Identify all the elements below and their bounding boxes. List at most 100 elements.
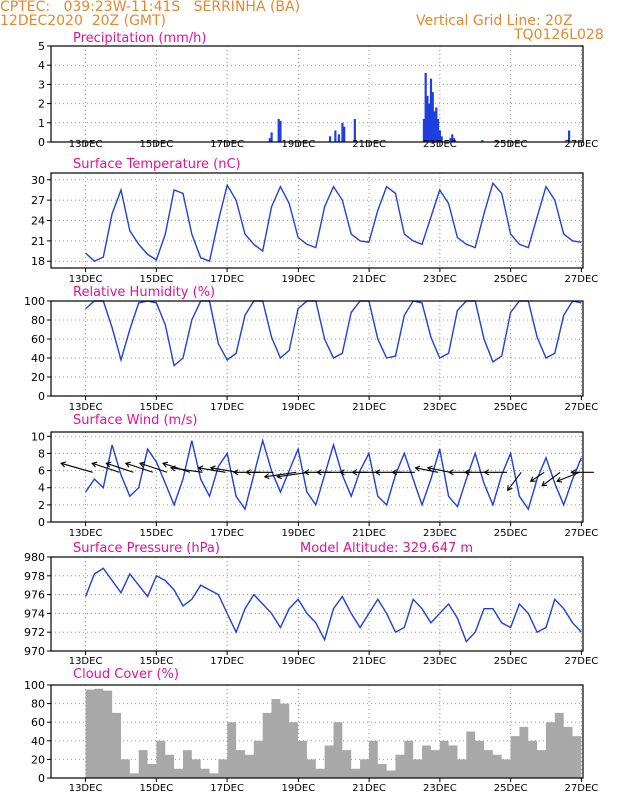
panel-frame (50, 431, 584, 523)
y-tick-label: 24 (31, 215, 45, 228)
y-tick-label: 60 (31, 333, 45, 346)
panel-frame (50, 45, 584, 143)
y-tick-label: 30 (31, 174, 45, 187)
panel-0 (47, 45, 584, 146)
series-line (85, 181, 582, 263)
panel-title: Surface Pressure (hPa) (73, 541, 220, 556)
precip-bar (328, 136, 332, 142)
precip-bar (424, 72, 427, 142)
x-tick-label: 27DEC (565, 783, 599, 794)
wind-vector-head (245, 469, 251, 476)
precip-bar (426, 95, 429, 142)
y-tick-label: 0 (38, 136, 45, 149)
y-tick-label: 970 (24, 645, 45, 658)
wind-vector-head (463, 469, 470, 476)
y-tick-label: 18 (31, 255, 45, 268)
precip-bar (451, 134, 454, 142)
precip-bar (435, 107, 438, 142)
precip-bar (341, 122, 344, 142)
precip-bar (429, 78, 433, 142)
series-line (85, 437, 583, 511)
wind-vector (139, 462, 168, 473)
x-tick-label: 15DEC (139, 656, 173, 667)
wind-vector-head (124, 461, 131, 468)
x-tick-label: 23DEC (423, 528, 457, 539)
wind-vector (162, 462, 191, 473)
wind-vector (125, 462, 154, 473)
x-tick-label: 25DEC (494, 528, 528, 539)
y-tick-label: 976 (24, 589, 45, 602)
wind-vector (415, 467, 439, 473)
y-tick-label: 27 (31, 194, 45, 207)
wind-vector (92, 462, 120, 473)
wind-vector (277, 471, 309, 478)
wind-vector-head (414, 465, 421, 472)
y-tick-label: 980 (24, 551, 45, 564)
x-tick-label: 15DEC (139, 402, 173, 413)
x-tick-label: 15DEC (139, 783, 173, 794)
wind-vector-head (91, 461, 98, 468)
wind-vector (106, 462, 134, 473)
y-tick-label: 2 (38, 98, 45, 111)
x-tick-label: 13DEC (69, 783, 103, 794)
precip-bar (270, 132, 273, 142)
y-tick-label: 100 (24, 295, 45, 308)
wind-vector-head (483, 469, 490, 476)
panel-frame (50, 556, 584, 652)
y-tick-label: 3 (38, 78, 45, 91)
wind-vector-head (232, 469, 239, 476)
y-tick-label: 80 (31, 698, 45, 711)
precip-bar (277, 118, 280, 142)
y-tick-label: 21 (31, 235, 45, 248)
x-tick-label: 13DEC (69, 656, 103, 667)
wind-vector-head (105, 461, 112, 468)
y-tick-label: 8 (38, 447, 45, 460)
wind-vector-head (162, 461, 169, 468)
x-tick-label: 19DEC (282, 528, 316, 539)
wind-vector-head (197, 465, 204, 472)
wind-vector-head (316, 469, 322, 476)
wind-vector-head (374, 469, 381, 476)
panel-3 (47, 431, 594, 526)
precip-bar (431, 92, 434, 142)
precip-bar (343, 126, 346, 142)
x-tick-label: 27DEC (565, 139, 599, 150)
x-tick-label: 23DEC (423, 656, 457, 667)
wind-vector-head (303, 469, 310, 476)
x-tick-label: 21DEC (352, 528, 386, 539)
panel-5 (47, 684, 584, 782)
precip-bar (449, 138, 452, 142)
header-grid-note: Vertical Grid Line: 20Z (416, 13, 573, 29)
series-line (84, 567, 582, 643)
panel-subtitle: Model Altitude: 329.647 m (300, 541, 473, 556)
y-tick-label: 0 (38, 516, 45, 529)
precip-bar (438, 130, 441, 142)
panel-title: Surface Temperature (nC) (73, 157, 241, 172)
wind-vector (210, 467, 238, 473)
wind-vector-head (556, 476, 563, 483)
x-tick-label: 19DEC (282, 274, 316, 285)
precip-bar (89, 140, 93, 142)
x-tick-label: 25DEC (494, 656, 528, 667)
x-tick-label: 21DEC (352, 274, 386, 285)
x-tick-label: 27DEC (565, 402, 599, 413)
y-tick-label: 5 (38, 40, 45, 53)
header-model-code: TQ0126L028 (514, 27, 604, 43)
panel-title: Relative Humidity (%) (73, 285, 215, 300)
wind-vector-head (448, 469, 454, 476)
panel-4 (47, 556, 584, 655)
wind-vector (507, 471, 522, 491)
x-tick-label: 21DEC (352, 656, 386, 667)
header-station: CPTEC: 039:23W-11:41S SERRINHA (BA) (0, 0, 301, 15)
wind-vector-head (169, 465, 176, 472)
y-tick-label: 1 (38, 117, 45, 130)
x-tick-label: 13DEC (69, 402, 103, 413)
wind-vector (61, 462, 93, 473)
y-tick-label: 0 (38, 390, 45, 403)
y-tick-label: 4 (38, 482, 45, 495)
precip-bar (268, 138, 271, 142)
x-tick-label: 19DEC (282, 783, 316, 794)
precip-bar (337, 134, 341, 142)
wind-vector (556, 471, 580, 482)
wind-vector-head (529, 476, 536, 482)
